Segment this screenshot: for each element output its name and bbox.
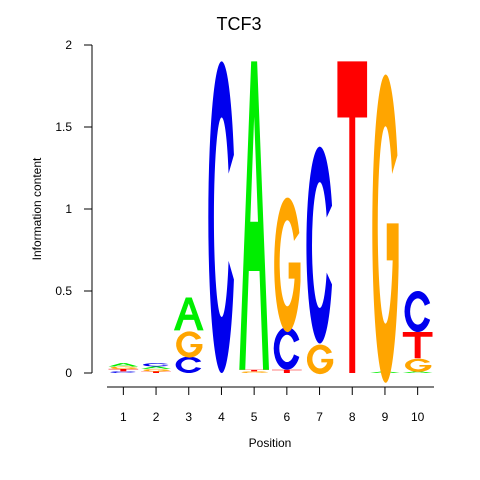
- letter-g-pos-5: [241, 371, 268, 374]
- x-axis: 1 2 3 4 5 6 7 8 9 10: [107, 386, 434, 424]
- letter-g-pos-2: [143, 368, 170, 372]
- x-tick-label: 5: [251, 410, 258, 424]
- letter-a-pos-2: [141, 366, 171, 369]
- letter-c-pos-2: [142, 363, 169, 367]
- letter-t-pos-1: [108, 368, 139, 372]
- y-axis: 0 0.5 1 1.5 2: [55, 38, 93, 380]
- letter-t-pos-8: [337, 61, 368, 374]
- x-tick-label: 8: [349, 410, 356, 424]
- letter-t-pos-6: [272, 369, 302, 373]
- x-tick-label: 4: [218, 410, 225, 424]
- letter-c-pos-6: [273, 327, 300, 370]
- letter-c-pos-10: [404, 291, 431, 332]
- x-tick-label: 6: [284, 410, 291, 424]
- y-tick-label: 1: [65, 202, 72, 216]
- letter-a-pos-1: [108, 363, 139, 367]
- logo-letters: [108, 61, 433, 383]
- y-tick-label: 0.5: [55, 284, 72, 298]
- x-ticks: 1 2 3 4 5 6 7 8 9 10: [120, 387, 425, 424]
- letter-g-pos-3: [176, 331, 203, 358]
- letter-g-pos-9: [372, 74, 399, 383]
- x-axis-label: Position: [249, 436, 292, 450]
- y-tick-label: 1.5: [55, 120, 72, 134]
- letter-a-pos-5: [239, 61, 269, 370]
- letter-g-pos-10: [404, 358, 432, 372]
- x-tick-label: 2: [153, 410, 160, 424]
- letter-c-pos-3: [175, 356, 202, 373]
- chart-title: TCF3: [217, 14, 262, 34]
- x-tick-label: 9: [382, 410, 389, 424]
- letter-a-pos-3: [173, 297, 204, 331]
- letter-t-pos-5: [239, 369, 269, 372]
- letter-g-pos-6: [274, 197, 301, 333]
- x-tick-label: 3: [185, 410, 192, 424]
- letter-t-pos-10: [402, 332, 433, 359]
- letter-c-pos-4: [208, 61, 234, 373]
- x-tick-label: 1: [120, 410, 127, 424]
- letter-c-pos-7: [306, 146, 333, 344]
- letter-t-pos-2: [141, 371, 171, 373]
- letter-c-pos-1: [110, 371, 136, 373]
- letter-g-pos-7: [306, 344, 334, 375]
- y-ticks: 0 0.5 1 1.5 2: [55, 38, 92, 380]
- x-tick-label: 7: [316, 410, 323, 424]
- y-axis-label: Information content: [30, 157, 44, 260]
- y-tick-label: 2: [65, 38, 72, 52]
- x-tick-label: 10: [411, 410, 425, 424]
- y-tick-label: 0: [65, 366, 72, 380]
- letter-g-pos-1: [110, 366, 138, 369]
